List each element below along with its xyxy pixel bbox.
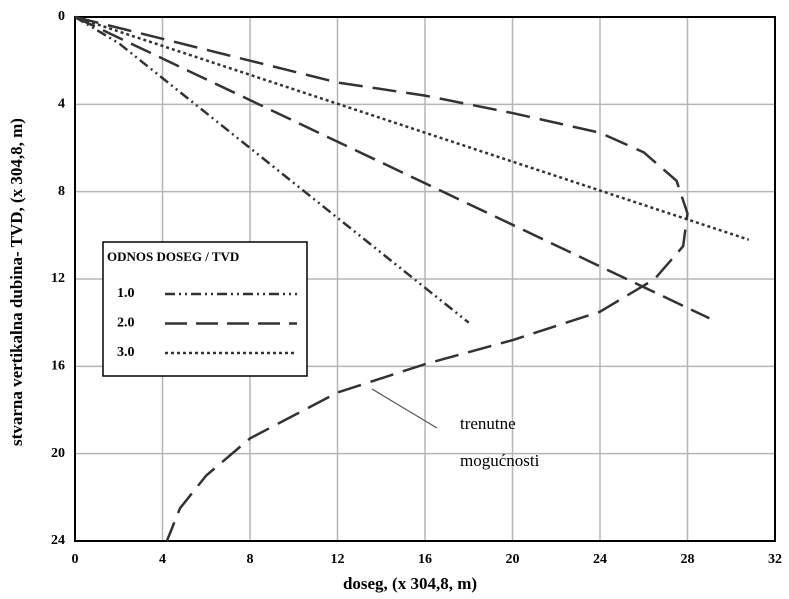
plot-frame [74,16,776,542]
y-tick-label: 8 [58,184,65,199]
legend-title: ODNOS DOSEG / TVD [107,249,239,264]
x-tick-label: 8 [247,552,254,567]
capability-curve [74,15,689,542]
y-tick-label: 4 [58,97,65,112]
x-tick-label: 24 [593,552,607,567]
series-line [74,15,710,320]
x-tick-label: 0 [72,552,79,567]
x-axis-label: doseg, (x 304,8, m) [343,574,477,593]
legend-label: 3.0 [117,345,135,360]
y-axis-label: stvarna vertikalna dubina- TVD, (x 304,8… [7,118,26,446]
x-tick-label: 4 [159,552,166,567]
annotation-text: trenutne [460,414,516,433]
x-tick-label: 32 [768,552,782,567]
x-tick-label: 16 [418,552,432,567]
legend-label: 1.0 [117,286,135,301]
y-tick-label: 12 [51,271,65,286]
x-tick-label: 12 [331,552,345,567]
annotation-text: mogućnosti [460,451,540,470]
y-tick-label: 20 [51,446,65,461]
y-tick-label: 0 [58,9,65,24]
series-line [74,15,750,241]
x-tick-label: 28 [681,552,695,567]
y-tick-label: 24 [51,533,65,548]
legend-label: 2.0 [117,316,135,331]
y-tick-label: 16 [51,359,65,374]
annotation-pointer [371,388,438,429]
x-tick-label: 20 [506,552,520,567]
